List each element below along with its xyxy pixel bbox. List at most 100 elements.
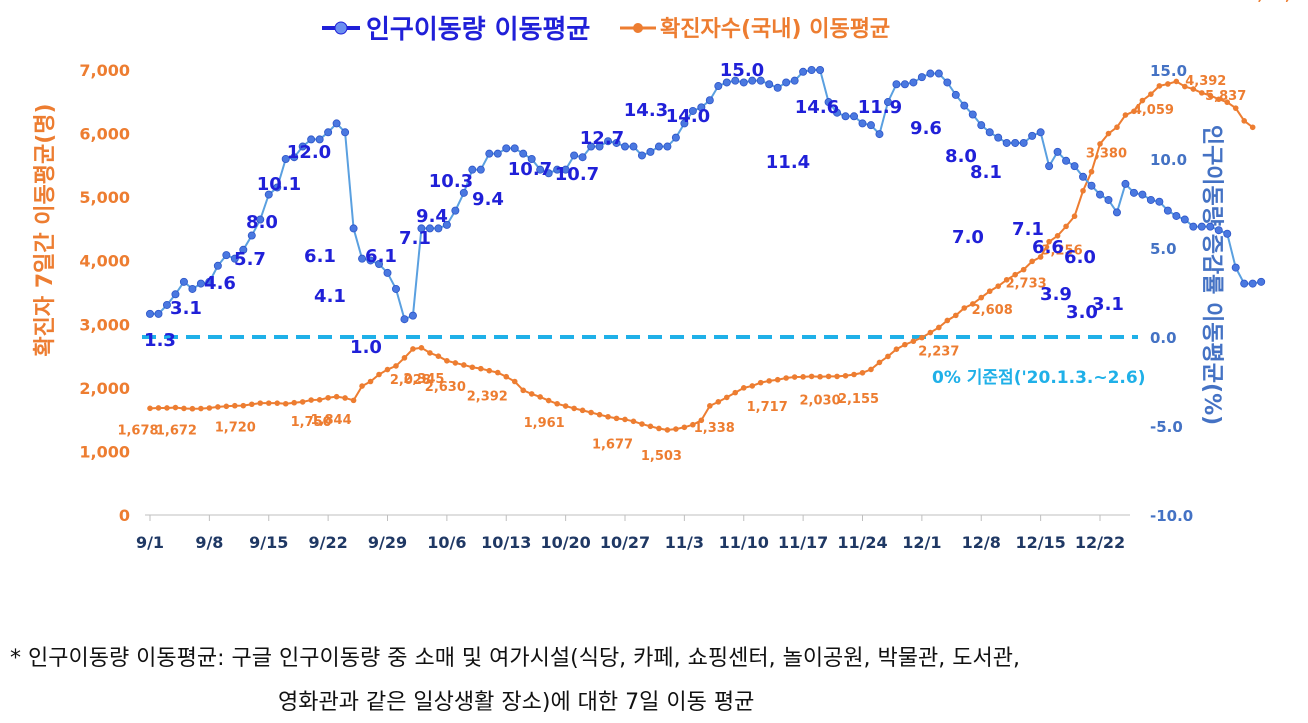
mobility-point	[1146, 195, 1155, 204]
mobility-point	[468, 165, 477, 174]
cases-point	[969, 301, 976, 307]
mobility-point	[519, 149, 528, 158]
mobility-point	[408, 311, 417, 320]
cases-point	[707, 403, 713, 409]
cases-point	[1182, 83, 1188, 90]
cases-point	[1097, 141, 1103, 147]
cases-point	[927, 329, 934, 336]
mobility-point	[162, 300, 171, 309]
cases-point	[613, 415, 620, 422]
cases-point	[1148, 91, 1154, 97]
mobility-point	[629, 142, 638, 151]
mobility-point	[739, 78, 748, 87]
mobility-point	[756, 76, 765, 85]
x-tick-label: 12/8	[962, 533, 1001, 552]
mobility-point	[960, 101, 969, 110]
cases-point	[393, 363, 399, 369]
mobility-point	[977, 121, 986, 130]
cases-point	[842, 372, 849, 379]
mobility-point	[247, 231, 256, 240]
mobility-point	[476, 165, 485, 174]
cases-point	[198, 405, 204, 412]
mobility-point	[688, 106, 697, 115]
x-axis-ticks: 9/1 9/8 9/15 9/22 9/29 10/6 10/13 10/20 10/27 11/…	[136, 514, 1130, 552]
x-tick-label: 10/27	[600, 533, 650, 552]
cases-point	[1012, 271, 1018, 278]
cases-point	[528, 391, 535, 397]
cases-point	[1020, 266, 1027, 273]
mobility-point	[417, 224, 426, 233]
cases-point	[376, 371, 382, 378]
mobility-data-label: 12.7	[580, 128, 624, 149]
mobility-point	[909, 78, 918, 87]
cases-point	[859, 369, 866, 376]
mobility-point	[968, 110, 977, 119]
cases-data-label: 1,720	[215, 421, 256, 436]
mobility-data-label: 6.6	[1032, 237, 1064, 258]
cases-point	[1198, 90, 1205, 96]
cases-point	[1131, 108, 1137, 115]
left-tick-label: 3,000	[79, 315, 130, 334]
mobility-point	[1248, 279, 1257, 288]
cases-point	[817, 373, 823, 380]
mobility-point	[154, 309, 163, 318]
cases-point	[1156, 83, 1163, 89]
right-tick-label: 0.0	[1150, 329, 1177, 347]
cases-point	[995, 283, 1002, 289]
mobility-point	[290, 153, 299, 162]
footnote-line-2: 영화관과 같은 일상생활 장소)에 대한 7일 이동 평균	[278, 690, 755, 715]
cases-point	[944, 317, 951, 324]
x-tick-label: 12/15	[1015, 533, 1065, 552]
mobility-point	[697, 103, 706, 112]
cases-data-label: 2,028	[390, 373, 431, 388]
x-tick-label: 11/3	[665, 533, 704, 552]
cases-point	[511, 378, 518, 385]
cases-point	[630, 418, 637, 425]
cases-data-label: 6,820	[1276, 0, 1308, 4]
mobility-point	[570, 151, 579, 160]
mobility-data-label: 10.1	[257, 174, 301, 195]
cases-point	[172, 404, 179, 411]
mobility-point	[883, 98, 892, 107]
cases-data-label: 2,733	[1006, 276, 1047, 291]
mobility-data-label: 12.0	[287, 142, 331, 163]
cases-point	[783, 375, 789, 381]
cases-data-label: 1,961	[524, 416, 565, 431]
cases-point	[367, 378, 374, 385]
mobility-point	[400, 315, 409, 324]
mobility-point	[1138, 190, 1147, 199]
mobility-data-label: 1.0	[350, 337, 382, 358]
mobility-point	[1087, 181, 1096, 190]
cases-data-label: 3,256	[1042, 243, 1083, 258]
cases-point	[248, 401, 255, 408]
cases-point	[978, 294, 985, 301]
cases-point	[715, 399, 722, 405]
cases-data-label: 1,677	[592, 437, 633, 452]
cases-point	[732, 389, 739, 396]
cases-data-label: 4,392	[1185, 74, 1226, 89]
mobility-point	[985, 128, 994, 137]
cases-point	[240, 402, 247, 409]
baseline-label: 0% 기준점('20.1.3.~2.6)	[932, 368, 1146, 388]
cases-point	[232, 402, 238, 409]
mobility-data-label: 10.7	[508, 159, 552, 180]
mobility-point	[722, 78, 731, 87]
cases-point	[791, 374, 798, 380]
cases-point	[690, 421, 696, 428]
cases-data-label: 1,844	[311, 413, 352, 428]
mobility-point	[1129, 188, 1138, 197]
mobility-point	[1214, 226, 1223, 235]
mobility-data-label: 11.9	[858, 97, 902, 118]
mobility-data-label: 3.1	[170, 298, 202, 319]
cases-point	[299, 399, 306, 405]
mobility-point	[748, 76, 757, 85]
cases-point	[808, 373, 815, 380]
x-tick-label: 10/20	[540, 533, 590, 552]
mobility-point	[281, 154, 290, 163]
cases-data-label: 1,750	[291, 415, 332, 430]
cases-point	[1224, 99, 1231, 106]
x-tick-label: 12/22	[1075, 533, 1125, 552]
cases-data-label: 6,493	[1304, 0, 1308, 4]
mobility-point	[1257, 277, 1266, 286]
